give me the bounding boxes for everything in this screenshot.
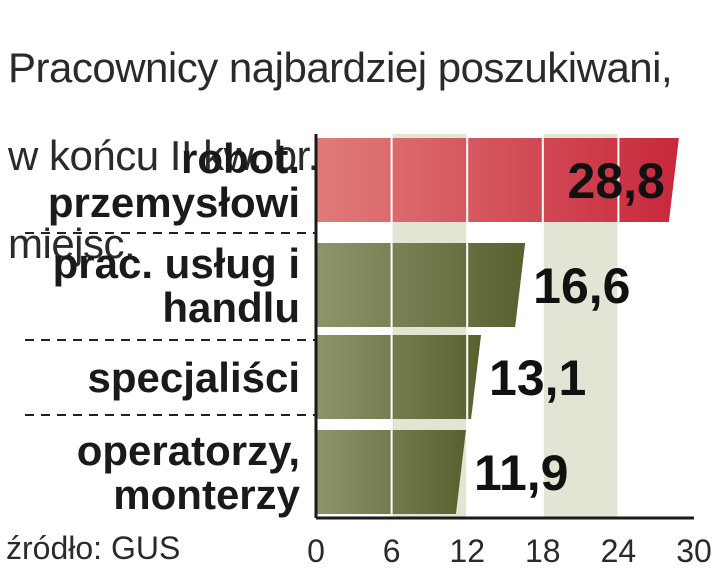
- category-label: monterzy: [113, 471, 300, 518]
- source-note: źródło: GUS: [6, 530, 181, 566]
- title-line-1: Pracownicy najbardziej poszukiwani,: [8, 44, 673, 91]
- category-label: handlu: [162, 284, 300, 331]
- category-label: prac. usług i: [53, 240, 300, 287]
- value-label: 11,9: [474, 445, 569, 501]
- category-label: przemysłowi: [48, 179, 300, 226]
- category-label: robot.: [181, 135, 300, 182]
- category-label: operatorzy,: [77, 427, 300, 474]
- category-label: specjaliści: [88, 354, 300, 401]
- value-label: 28,8: [568, 153, 665, 209]
- x-tick-label: 24: [601, 533, 637, 569]
- x-tick-label: 18: [525, 533, 561, 569]
- x-tick-label: 30: [676, 533, 712, 569]
- title-line-3: miejsc.: [8, 220, 136, 267]
- bar: [316, 335, 482, 419]
- value-label: 16,6: [533, 258, 630, 314]
- x-tick-label: 0: [307, 533, 325, 569]
- x-tick-label: 12: [449, 533, 485, 569]
- value-label: 13,1: [489, 350, 586, 406]
- x-tick-label: 6: [383, 533, 401, 569]
- bar: [316, 138, 679, 222]
- bar: [316, 243, 526, 327]
